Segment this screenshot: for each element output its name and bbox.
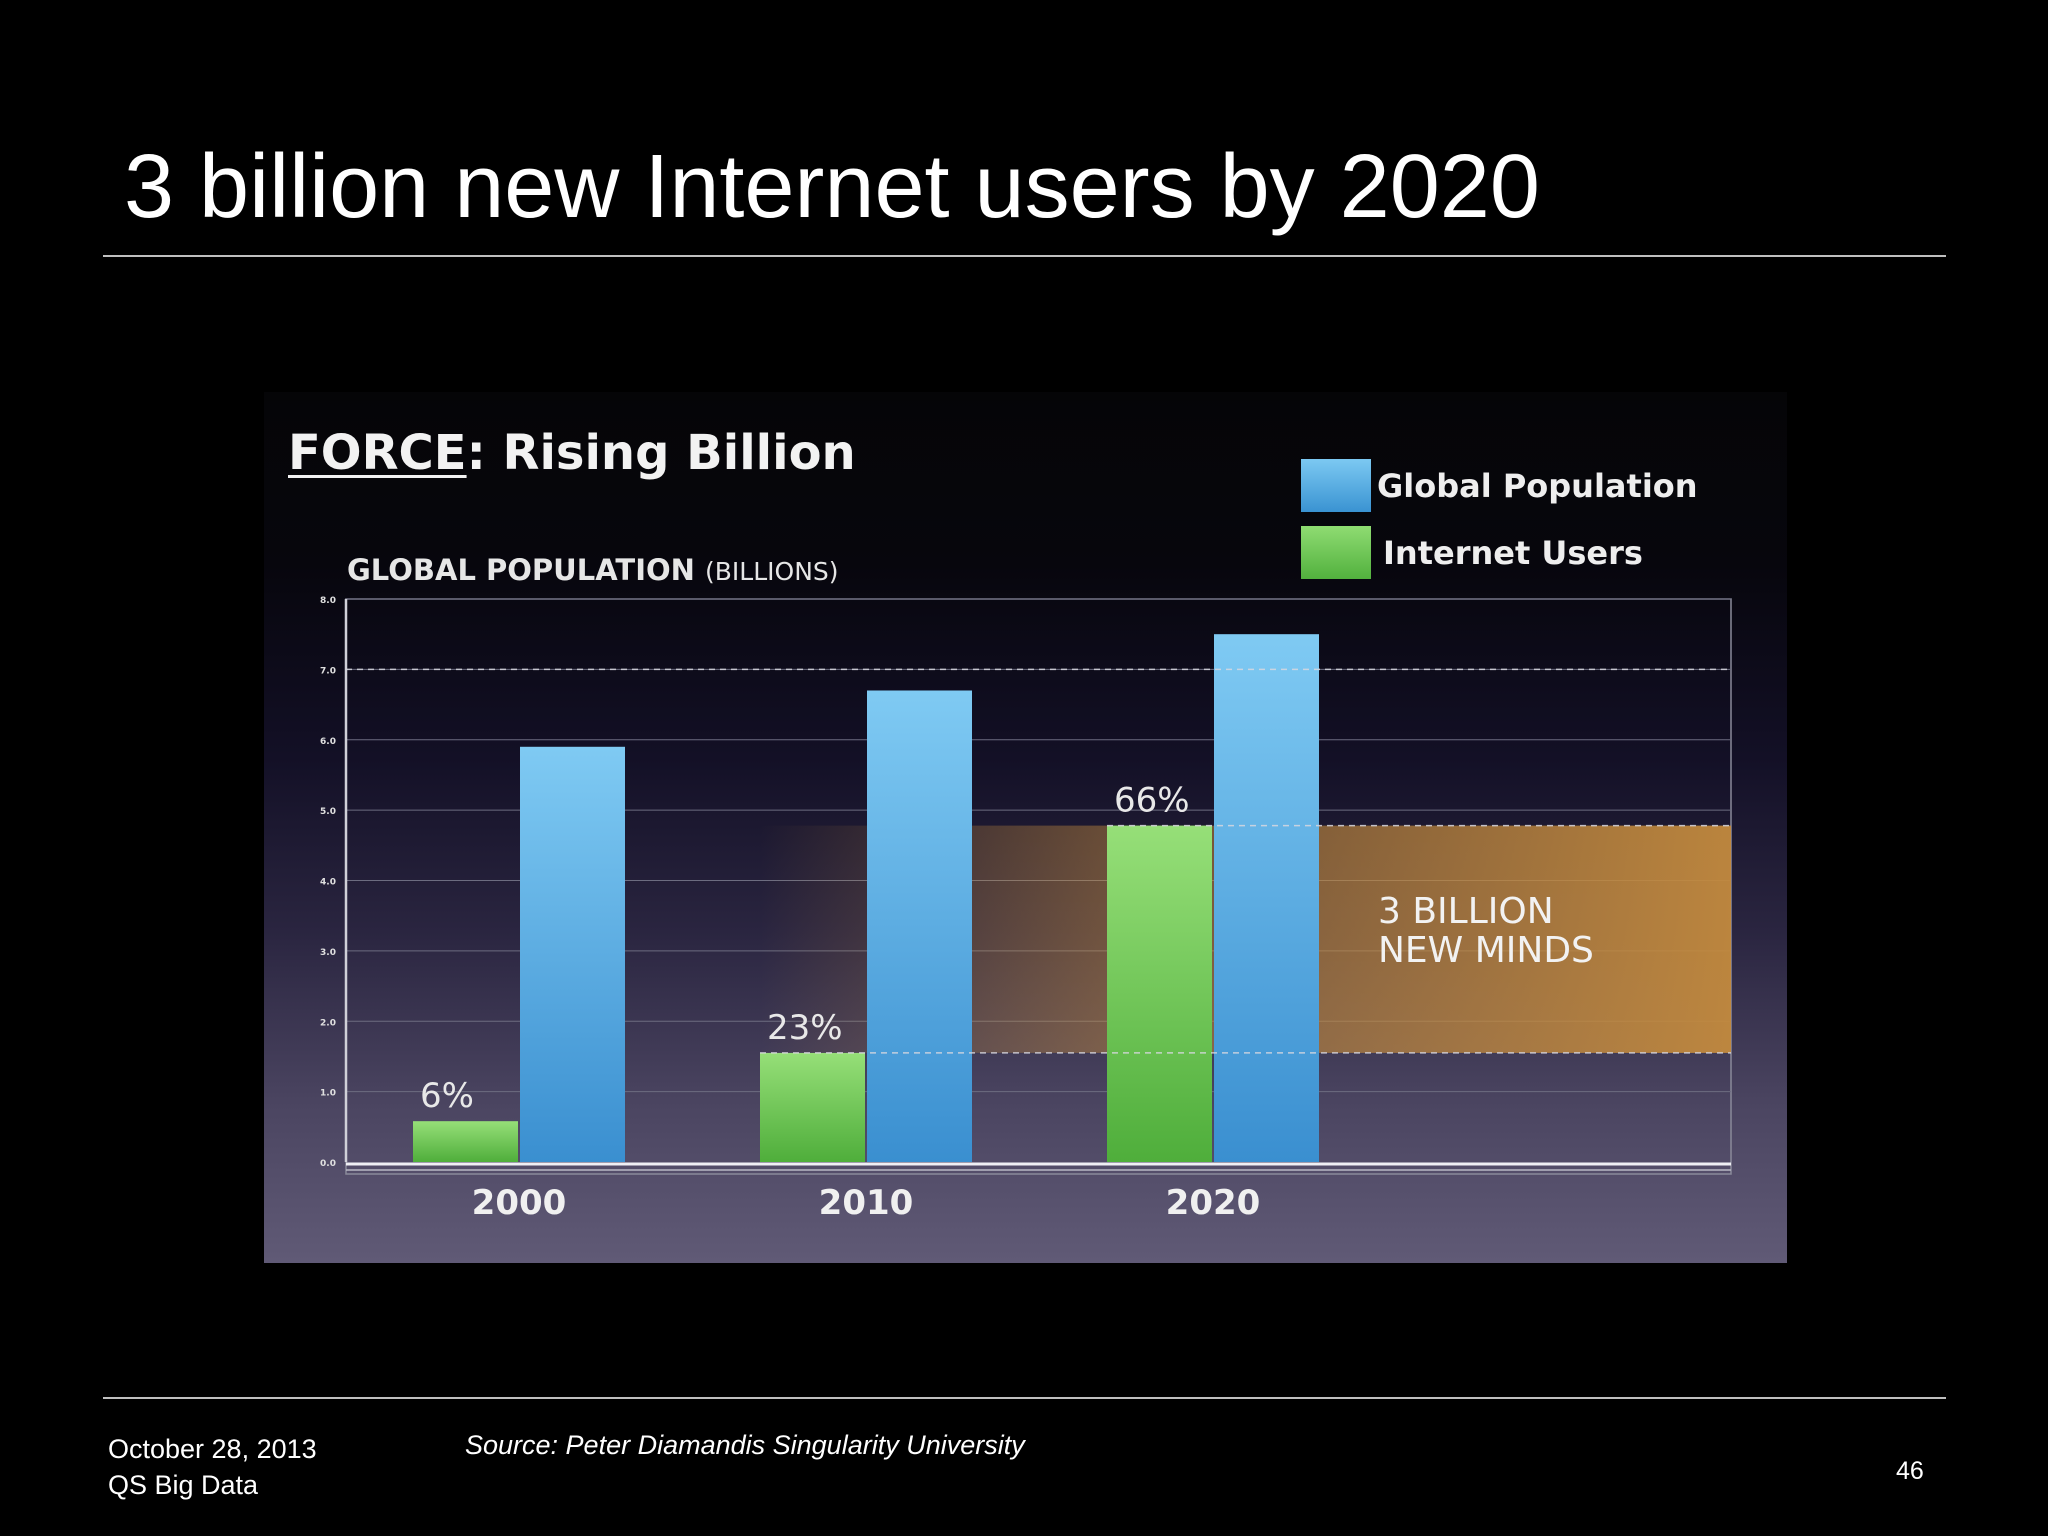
- bar-internet-users: [760, 1052, 865, 1162]
- bar-global-population: [1214, 634, 1319, 1162]
- annotation-line1: 3 BILLION: [1378, 891, 1554, 932]
- x-category-label: 2000: [472, 1183, 567, 1223]
- legend-label-global-population: Global Population: [1377, 467, 1698, 505]
- y-tick-label: 7.0: [320, 666, 336, 676]
- bar-internet-users: [413, 1121, 518, 1162]
- bar-percent-label: 66%: [1114, 781, 1190, 821]
- footer-source: Source: Peter Diamandis Singularity Univ…: [465, 1430, 1025, 1460]
- y-tick-label: 8.0: [320, 596, 336, 606]
- y-tick-label: 0.0: [320, 1159, 336, 1169]
- chart-title-rest: : Rising Billion: [466, 425, 856, 481]
- y-tick-label: 6.0: [320, 737, 336, 747]
- annotation-line2: NEW MINDS: [1378, 930, 1594, 971]
- slide-title: 3 billion new Internet users by 2020: [124, 137, 1540, 237]
- y-tick-label: 4.0: [320, 878, 336, 888]
- footer-event: QS Big Data: [108, 1470, 259, 1500]
- title-divider: [103, 255, 1946, 257]
- y-tick-label: 2.0: [320, 1018, 336, 1028]
- chart-panel: 0.0 1.0 2.0 3.0 4.0 5.0 6.0 7.0 8.0 6% 2000 23% 2010…: [264, 392, 1787, 1263]
- bar-internet-users: [1107, 825, 1212, 1162]
- legend-swatch-internet-users: [1301, 526, 1371, 579]
- x-category-label: 2020: [1166, 1183, 1261, 1223]
- y-axis-label-unit: (BILLIONS): [705, 557, 839, 586]
- footer-date: October 28, 2013: [108, 1434, 317, 1464]
- legend-label-internet-users: Internet Users: [1383, 534, 1643, 572]
- bar-percent-label: 6%: [420, 1076, 474, 1116]
- bar-chart: 0.0 1.0 2.0 3.0 4.0 5.0 6.0 7.0 8.0 6% 2000 23% 2010…: [320, 596, 1732, 1223]
- y-tick-label: 1.0: [320, 1089, 336, 1099]
- y-tick-label: 3.0: [320, 948, 336, 958]
- footer-divider: [103, 1397, 1946, 1399]
- y-axis-label-main: GLOBAL POPULATION: [347, 553, 695, 587]
- chart-title-prefix: FORCE: [288, 425, 467, 481]
- legend-swatch-global-population: [1301, 459, 1371, 512]
- bar-global-population: [520, 746, 625, 1162]
- y-axis-label: GLOBAL POPULATION (BILLIONS): [347, 553, 839, 587]
- bar-global-population: [867, 690, 972, 1162]
- y-tick-label: 5.0: [320, 807, 336, 817]
- bar-percent-label: 23%: [767, 1008, 843, 1048]
- chart-title: FORCE: Rising Billion: [288, 425, 856, 481]
- x-category-label: 2010: [819, 1183, 914, 1223]
- page-number: 46: [1896, 1457, 1924, 1485]
